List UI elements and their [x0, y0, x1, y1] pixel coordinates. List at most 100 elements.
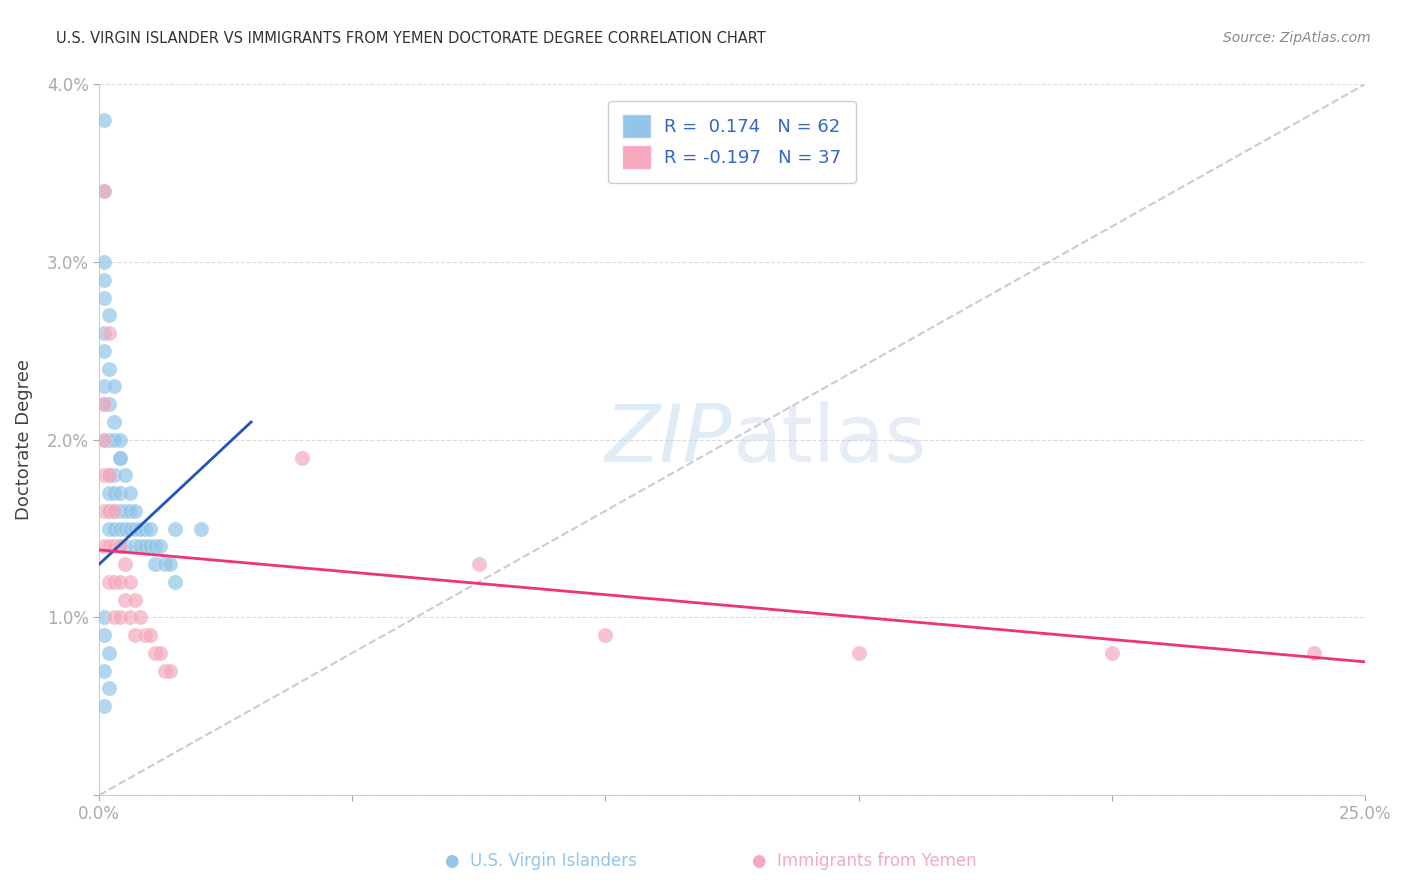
- Point: [98, 309, 121, 323]
- Point: [93, 539, 115, 553]
- Point: [98, 361, 121, 376]
- Point: [1101, 646, 1123, 660]
- Point: [114, 557, 136, 571]
- Point: [153, 557, 176, 571]
- Point: [139, 539, 162, 553]
- Point: [149, 539, 172, 553]
- Point: [93, 397, 115, 411]
- Point: [103, 539, 125, 553]
- Point: [124, 628, 146, 642]
- Point: [139, 628, 162, 642]
- Point: [108, 522, 131, 536]
- Point: [98, 468, 121, 483]
- Text: Source: ZipAtlas.com: Source: ZipAtlas.com: [1223, 31, 1371, 45]
- Point: [93, 326, 115, 340]
- Point: [98, 681, 121, 696]
- Point: [98, 539, 121, 553]
- Point: [134, 539, 156, 553]
- Point: [114, 522, 136, 536]
- Text: atlas: atlas: [733, 401, 927, 479]
- Point: [114, 468, 136, 483]
- Point: [103, 468, 125, 483]
- Point: [291, 450, 314, 465]
- Point: [124, 522, 146, 536]
- Point: [98, 433, 121, 447]
- Point: [103, 486, 125, 500]
- Point: [98, 486, 121, 500]
- Point: [1303, 646, 1326, 660]
- Point: [98, 646, 121, 660]
- Text: U.S. VIRGIN ISLANDER VS IMMIGRANTS FROM YEMEN DOCTORATE DEGREE CORRELATION CHART: U.S. VIRGIN ISLANDER VS IMMIGRANTS FROM …: [56, 31, 766, 46]
- Point: [108, 486, 131, 500]
- Point: [149, 646, 172, 660]
- Point: [108, 574, 131, 589]
- Text: ZIP: ZIP: [605, 401, 733, 479]
- Point: [124, 504, 146, 518]
- Point: [165, 574, 187, 589]
- Point: [98, 468, 121, 483]
- Point: [118, 486, 141, 500]
- Point: [159, 664, 181, 678]
- Point: [143, 539, 166, 553]
- Point: [93, 468, 115, 483]
- Point: [108, 610, 131, 624]
- Point: [103, 433, 125, 447]
- Point: [108, 539, 131, 553]
- Point: [98, 522, 121, 536]
- Point: [103, 574, 125, 589]
- Point: [190, 522, 212, 536]
- Point: [103, 504, 125, 518]
- Point: [93, 628, 115, 642]
- Point: [93, 255, 115, 269]
- Text: ●  U.S. Virgin Islanders: ● U.S. Virgin Islanders: [446, 852, 637, 870]
- Point: [103, 379, 125, 393]
- Point: [114, 539, 136, 553]
- Point: [98, 504, 121, 518]
- Point: [159, 557, 181, 571]
- Point: [143, 557, 166, 571]
- Point: [108, 504, 131, 518]
- Point: [118, 574, 141, 589]
- Point: [93, 504, 115, 518]
- Point: [118, 504, 141, 518]
- Point: [134, 628, 156, 642]
- Point: [143, 646, 166, 660]
- Point: [93, 184, 115, 198]
- Point: [93, 273, 115, 287]
- Point: [93, 343, 115, 358]
- Point: [108, 539, 131, 553]
- Point: [114, 504, 136, 518]
- Point: [128, 539, 150, 553]
- Point: [118, 522, 141, 536]
- Point: [165, 522, 187, 536]
- Point: [98, 574, 121, 589]
- Point: [93, 433, 115, 447]
- Point: [108, 433, 131, 447]
- Point: [93, 291, 115, 305]
- Point: [595, 628, 617, 642]
- Point: [114, 592, 136, 607]
- Legend: R =  0.174   N = 62, R = -0.197   N = 37: R = 0.174 N = 62, R = -0.197 N = 37: [609, 101, 856, 183]
- Point: [103, 610, 125, 624]
- Point: [848, 646, 870, 660]
- Point: [98, 326, 121, 340]
- Point: [98, 397, 121, 411]
- Point: [134, 522, 156, 536]
- Point: [108, 450, 131, 465]
- Point: [124, 592, 146, 607]
- Point: [93, 397, 115, 411]
- Point: [103, 415, 125, 429]
- Y-axis label: Doctorate Degree: Doctorate Degree: [15, 359, 32, 520]
- Point: [93, 699, 115, 714]
- Point: [93, 184, 115, 198]
- Point: [128, 522, 150, 536]
- Point: [139, 522, 162, 536]
- Point: [93, 379, 115, 393]
- Point: [128, 610, 150, 624]
- Point: [124, 539, 146, 553]
- Point: [108, 450, 131, 465]
- Point: [98, 504, 121, 518]
- Point: [93, 112, 115, 127]
- Point: [118, 610, 141, 624]
- Point: [103, 522, 125, 536]
